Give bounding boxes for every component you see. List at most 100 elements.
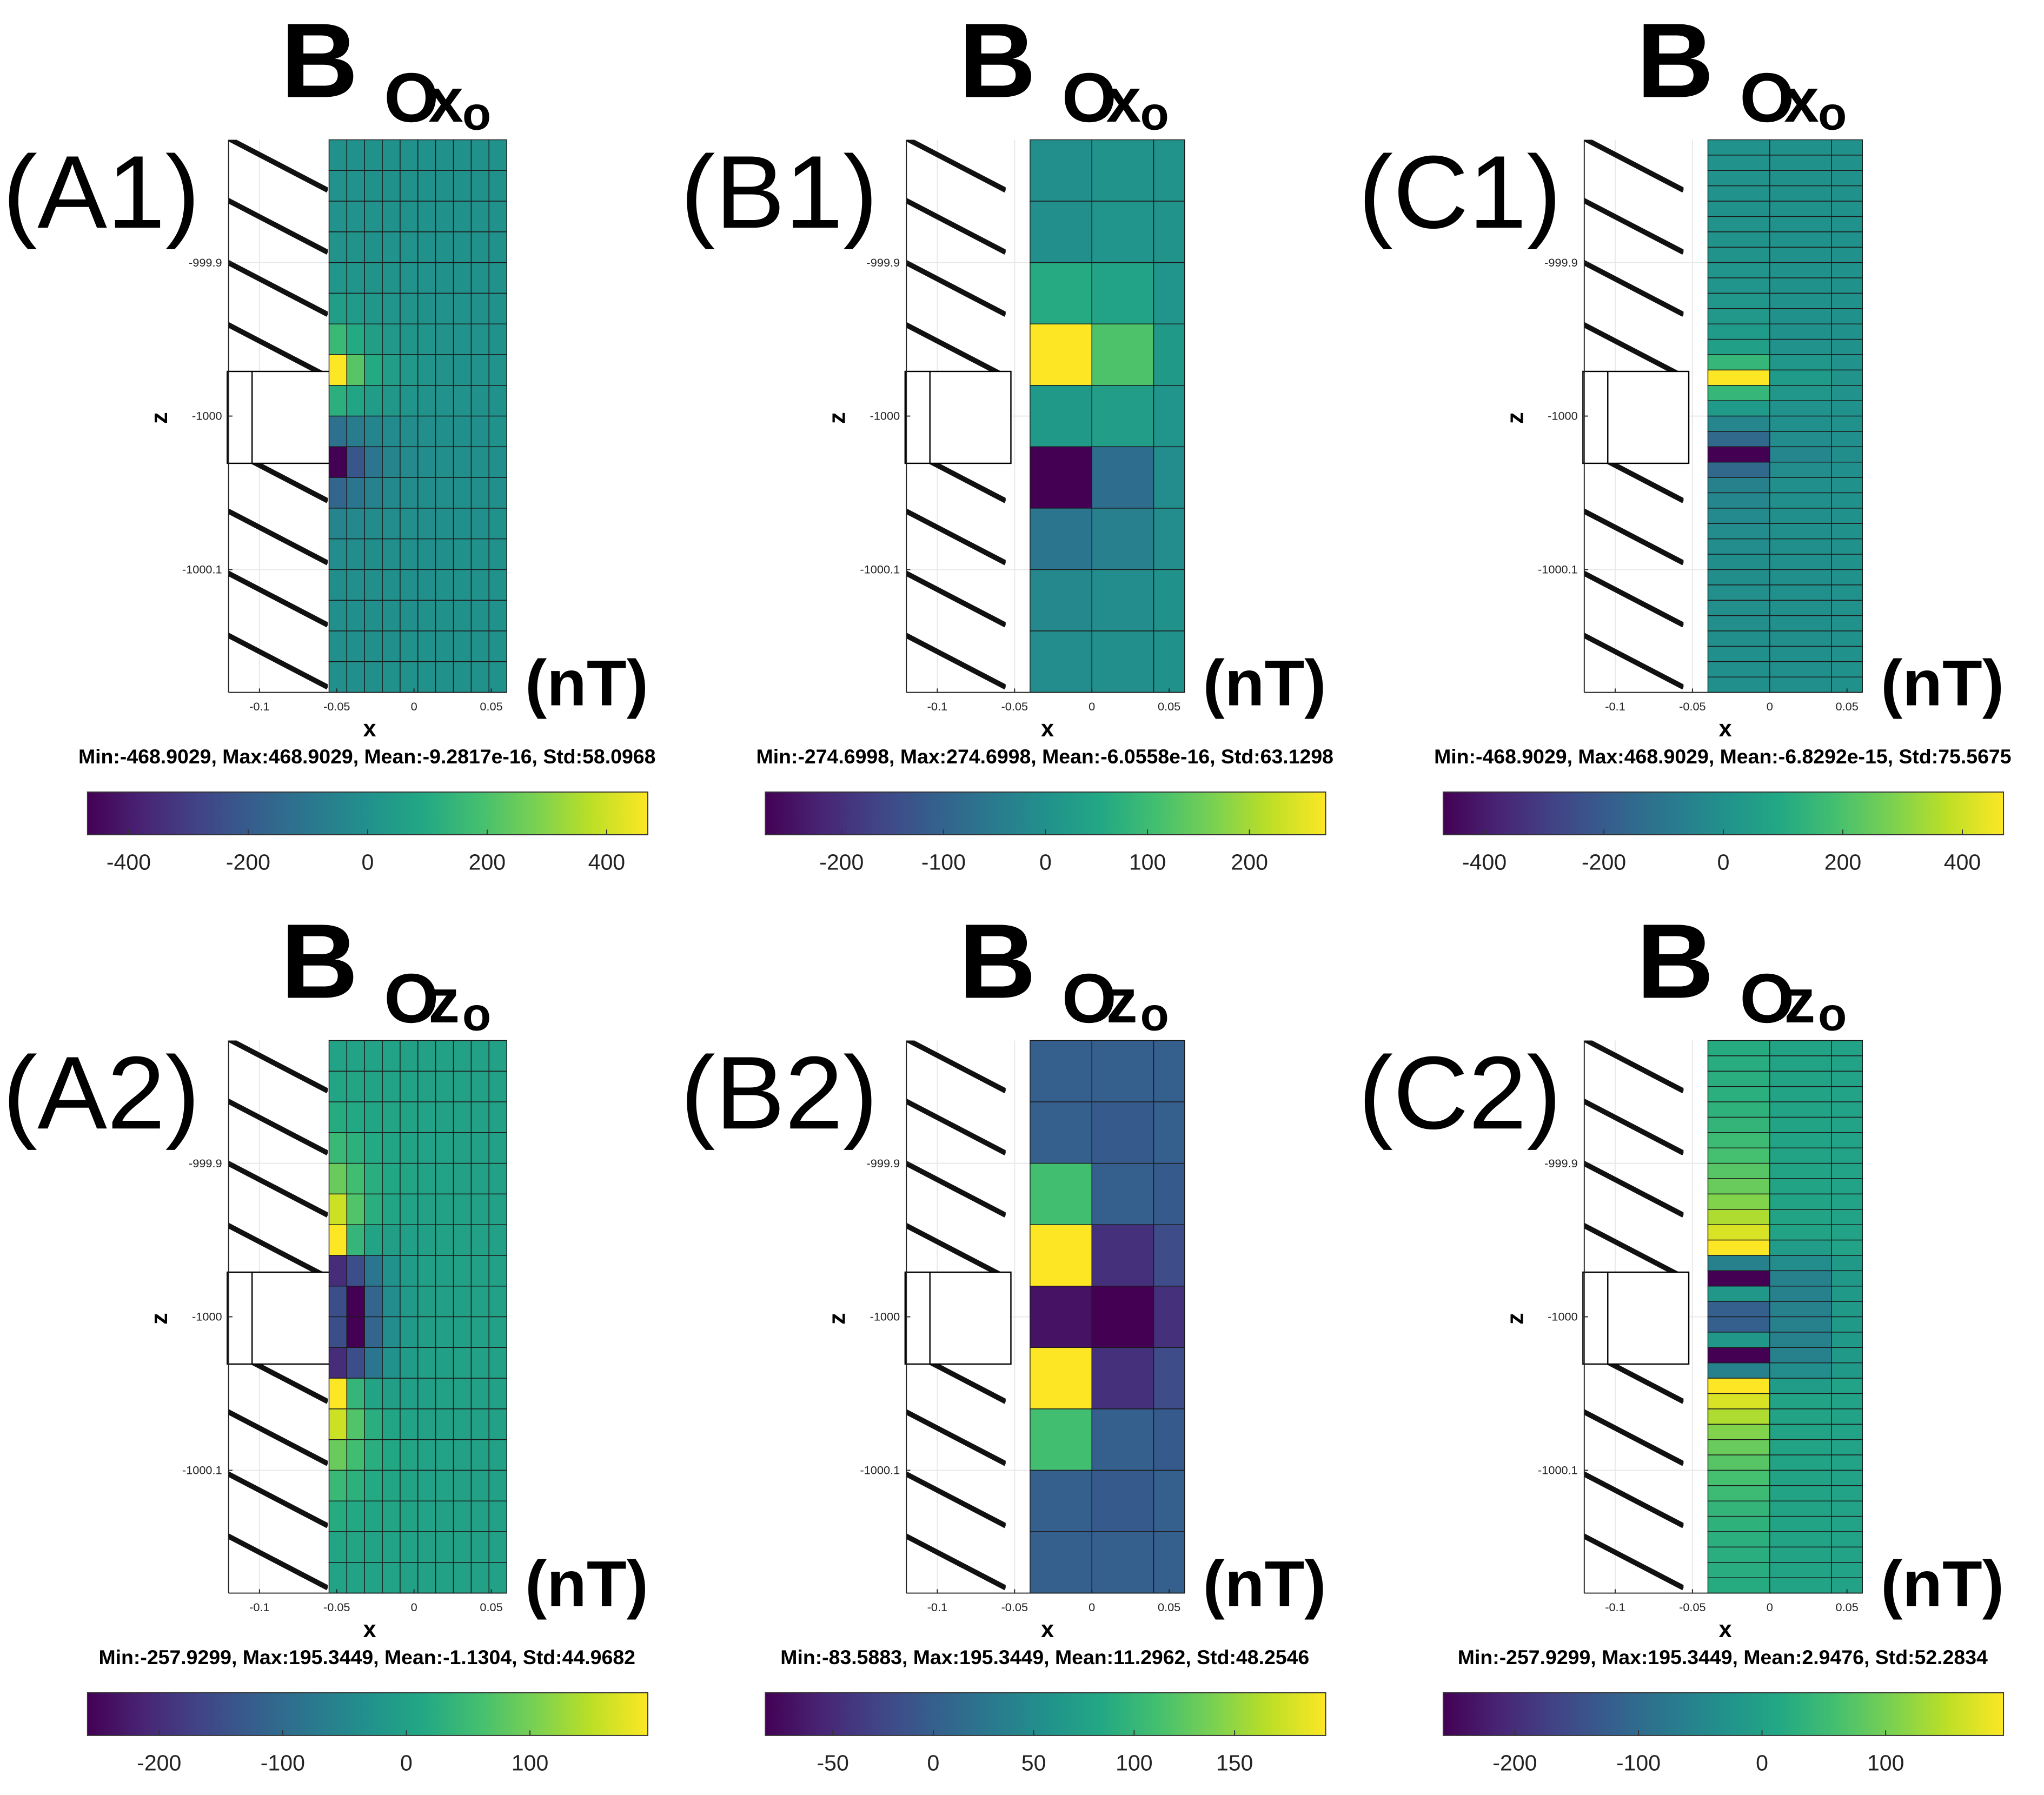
heatmap-cell: [1831, 1086, 1863, 1102]
heatmap-cell: [1707, 277, 1770, 294]
heatmap-cell: [364, 323, 383, 355]
heatmap-cell: [1707, 1515, 1770, 1532]
heatmap-cell: [346, 1101, 365, 1133]
heatmap-cell: [417, 231, 436, 263]
heatmap-cell: [1707, 1393, 1770, 1410]
heatmap-cell: [1707, 615, 1770, 631]
heatmap-cell: [470, 508, 490, 540]
heatmap-cell: [488, 201, 507, 232]
heatmap-cell: [1707, 201, 1770, 217]
heatmap-cell: [1707, 1347, 1770, 1364]
heatmap-cell: [417, 1408, 436, 1440]
stats-text: Min:-257.9299, Max:195.3449, Mean:2.9476…: [1458, 1646, 1988, 1668]
heatmap-cell: [435, 1101, 454, 1133]
title-part: z: [1784, 967, 1815, 1035]
heatmap-cell: [488, 1316, 507, 1348]
heatmap-cell: [453, 630, 472, 662]
heatmap-cell: [1831, 247, 1863, 263]
heatmap-cell: [1769, 338, 1832, 355]
heatmap-cell: [346, 262, 365, 294]
heatmap-cell: [400, 1101, 419, 1133]
heatmap-cell: [453, 1132, 472, 1164]
heatmap-cell: [1769, 1101, 1832, 1118]
heatmap-cell: [470, 538, 490, 570]
colorbar-tick-label: 100: [1867, 1751, 1904, 1776]
heatmap-cell: [1707, 139, 1770, 156]
colorbar-tick-label: 200: [1824, 850, 1861, 875]
heatmap-cell: [417, 1439, 436, 1471]
colorbar-tick-label: 0: [1756, 1751, 1768, 1776]
heatmap-cell: [1769, 1393, 1832, 1410]
heatmap-cell: [453, 201, 472, 232]
heatmap-cell: [1831, 1500, 1863, 1517]
heatmap-cell: [400, 477, 419, 509]
heatmap-cell: [346, 323, 365, 355]
heatmap-cell: [364, 415, 383, 448]
heatmap-cell: [1707, 1086, 1770, 1102]
heatmap-cell: [1707, 292, 1770, 309]
hatch-line: [906, 197, 1006, 255]
hatch-line: [906, 322, 1006, 379]
heatmap-cell: [364, 1500, 383, 1532]
colorbar-tick-label: -200: [1492, 1751, 1537, 1776]
heatmap-cell: [346, 1439, 365, 1471]
heatmap-cell: [400, 1132, 419, 1164]
heatmap-cell: [1707, 231, 1770, 248]
heatmap-cell: [1769, 369, 1832, 386]
heatmap-cell: [488, 1132, 507, 1164]
heatmap-cell: [382, 385, 401, 417]
heatmap-cell: [1769, 1424, 1832, 1440]
heatmap-cell: [1831, 1101, 1863, 1118]
heatmap-cell: [346, 1162, 365, 1195]
heatmap-cell: [453, 446, 472, 478]
x-tick-label: -0.05: [1679, 700, 1706, 713]
title-part: B: [281, 902, 358, 1020]
heatmap-cell: [1707, 584, 1770, 601]
colorbar-tick-label: -200: [1582, 850, 1626, 875]
heatmap-cell: [364, 1193, 383, 1225]
heatmap-cell: [1091, 139, 1154, 202]
heatmap-cell: [328, 538, 348, 570]
title-part: B: [281, 1, 358, 119]
heatmap-cell: [1831, 1286, 1863, 1302]
heatmap-cell: [470, 354, 490, 386]
heatmap-cell: [453, 538, 472, 570]
heatmap-cell: [1707, 1577, 1770, 1594]
heatmap-cell: [1769, 538, 1832, 555]
heatmap-cell: [382, 538, 401, 570]
heatmap-cell: [1707, 354, 1770, 371]
x-tick-label: -0.1: [249, 1600, 269, 1614]
heatmap-cell: [453, 1531, 472, 1563]
heatmap-cell: [400, 1255, 419, 1287]
heatmap-cell: [400, 630, 419, 662]
heatmap-cell: [1831, 1116, 1863, 1133]
heatmap-cell: [1707, 1485, 1770, 1501]
y-tick-label: -1000.1: [1538, 1464, 1578, 1477]
heatmap-cell: [470, 415, 490, 448]
heatmap-cell: [1153, 1286, 1185, 1348]
heatmap-cell: [488, 170, 507, 202]
heatmap-cell: [382, 569, 401, 601]
heatmap-cell: [1707, 538, 1770, 555]
heatmap-cell: [1831, 492, 1863, 509]
heatmap-cell: [346, 354, 365, 386]
heatmap-cell: [364, 508, 383, 540]
heatmap-cell: [1030, 1040, 1092, 1102]
heatmap-cell: [364, 1347, 383, 1379]
colorbar-tick-label: 200: [469, 850, 506, 875]
heatmap-cell: [1831, 369, 1863, 386]
heatmap-cell: [364, 201, 383, 232]
heatmap-cell: [1707, 554, 1770, 570]
heatmap-cell: [470, 630, 490, 662]
heatmap-cell: [470, 385, 490, 417]
x-axis-label: x: [363, 1617, 376, 1643]
heatmap-cell: [328, 569, 348, 601]
heatmap-cell: [453, 508, 472, 540]
heatmap-cell: [400, 385, 419, 417]
heatmap-cell: [453, 385, 472, 417]
colorbar-tick-label: 100: [512, 1751, 548, 1776]
y-axis-label: z: [147, 412, 172, 424]
heatmap-cell: [382, 477, 401, 509]
heatmap-cell: [435, 231, 454, 263]
y-tick-label: -1000.1: [182, 563, 222, 576]
